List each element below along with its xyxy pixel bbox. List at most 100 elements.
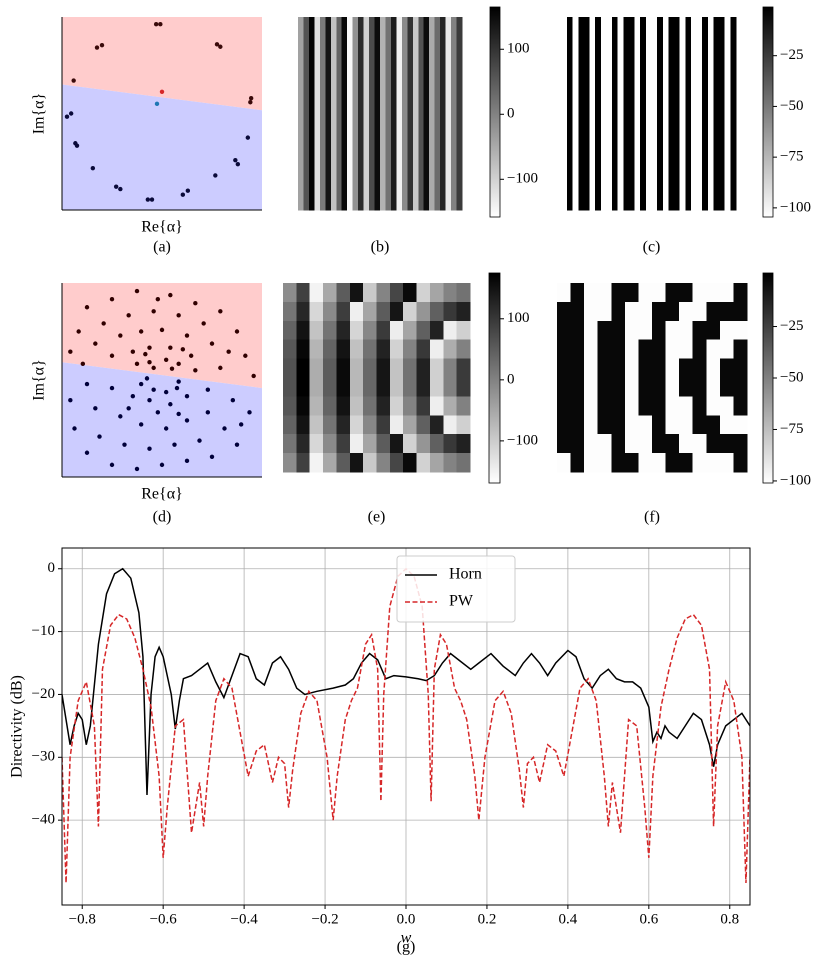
- cell: [611, 377, 626, 397]
- cell: [606, 17, 613, 211]
- point: [84, 450, 90, 455]
- point: [222, 426, 227, 431]
- cell: [719, 339, 734, 359]
- cell: [584, 415, 599, 435]
- cell: [557, 453, 571, 473]
- cell: [570, 301, 585, 322]
- cell: [570, 320, 585, 341]
- cell: [589, 17, 596, 211]
- cell: [706, 377, 721, 397]
- point: [149, 197, 155, 202]
- cell: [640, 17, 647, 211]
- point: [147, 398, 152, 403]
- panel-label: (a): [153, 239, 171, 256]
- cell: [323, 320, 337, 341]
- point: [80, 361, 86, 367]
- point: [155, 296, 161, 302]
- cell: [584, 339, 599, 359]
- point: [238, 422, 244, 427]
- point: [188, 353, 194, 358]
- y-tick-label: −20: [32, 686, 55, 702]
- legend-label: PW: [449, 593, 474, 610]
- cell: [376, 396, 391, 416]
- point: [234, 442, 240, 447]
- cell: [719, 17, 726, 211]
- cell: [363, 415, 377, 435]
- y-tick-label: 0: [48, 560, 56, 576]
- cell: [389, 283, 404, 303]
- point: [68, 398, 73, 403]
- cell: [679, 283, 694, 303]
- cell: [597, 377, 612, 397]
- cell: [692, 339, 707, 359]
- cell: [665, 358, 680, 378]
- x-tick-label: 0.0: [397, 911, 416, 927]
- cell: [363, 377, 377, 397]
- cell: [309, 320, 324, 341]
- cell: [707, 17, 714, 211]
- point: [84, 305, 90, 310]
- point: [109, 353, 115, 358]
- point: [143, 351, 148, 357]
- cell: [363, 434, 377, 454]
- point: [235, 161, 241, 167]
- cell: [358, 17, 364, 211]
- cell: [443, 358, 458, 378]
- cell: [665, 377, 680, 397]
- cell: [336, 434, 351, 454]
- cell: [583, 17, 590, 211]
- point: [213, 173, 218, 178]
- cell: [652, 396, 666, 416]
- series-line: [62, 567, 750, 796]
- cell: [456, 320, 471, 341]
- colorbar-tick-label: 0: [507, 106, 515, 122]
- cell: [401, 17, 408, 211]
- point: [109, 296, 115, 302]
- point: [97, 434, 102, 439]
- cell: [690, 17, 697, 211]
- cell: [572, 17, 579, 211]
- cell: [323, 301, 337, 322]
- cell: [443, 283, 458, 303]
- cell: [323, 415, 337, 435]
- colorbar-tick-label: 0: [507, 371, 515, 387]
- x-tick-label: −0.6: [150, 911, 178, 927]
- cell: [347, 17, 354, 211]
- region-lower: [62, 84, 262, 210]
- point: [176, 411, 181, 417]
- cell: [309, 434, 324, 454]
- point: [134, 466, 140, 472]
- cell: [706, 320, 721, 341]
- cell: [314, 17, 321, 211]
- cell: [376, 377, 391, 397]
- cell: [283, 396, 297, 416]
- cell: [389, 320, 404, 341]
- colorbar-tick-label: −50: [780, 98, 803, 114]
- cell: [443, 453, 458, 473]
- cell: [429, 283, 444, 303]
- cell: [719, 283, 734, 303]
- point: [74, 143, 80, 148]
- cell: [296, 396, 311, 416]
- cell: [624, 339, 639, 359]
- cell: [652, 320, 666, 341]
- cell: [679, 434, 694, 454]
- cell: [578, 17, 585, 211]
- cell: [733, 358, 748, 378]
- cell: [341, 17, 348, 211]
- point: [185, 188, 191, 193]
- cell: [385, 17, 392, 211]
- point: [209, 341, 215, 346]
- panel-label: (f): [644, 509, 660, 526]
- cell: [638, 301, 653, 322]
- cell: [456, 17, 463, 211]
- cell: [719, 415, 734, 435]
- cell: [283, 415, 297, 435]
- cell: [679, 301, 694, 322]
- point: [180, 347, 186, 352]
- cell: [611, 283, 626, 303]
- cell: [429, 434, 444, 454]
- point: [138, 329, 144, 334]
- region-lower: [62, 362, 262, 477]
- cell: [429, 377, 444, 397]
